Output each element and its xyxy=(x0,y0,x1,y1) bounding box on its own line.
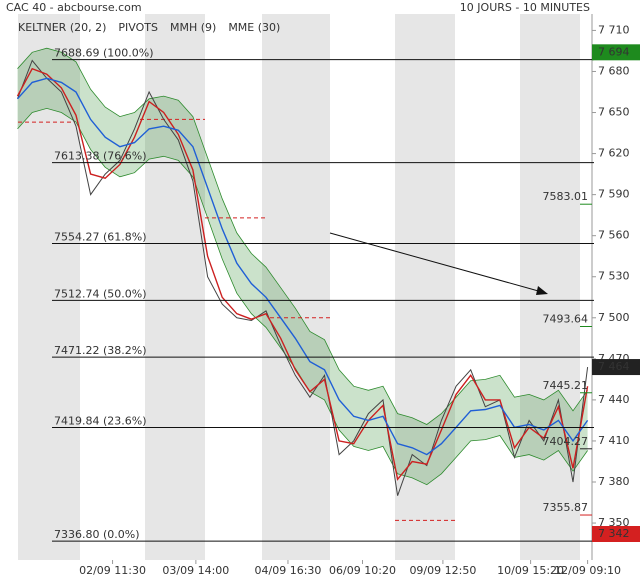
y-tick-label: 7 440 xyxy=(598,393,630,406)
x-tick-label: 12/09 09:10 xyxy=(554,564,621,577)
price-tag-label: 7 342 xyxy=(598,527,630,540)
series-line xyxy=(16,67,589,481)
y-tick-label: 7 350 xyxy=(598,516,630,529)
trend-arrow xyxy=(329,232,543,293)
annotation-label: 7583.01 xyxy=(543,190,589,203)
price-tag xyxy=(592,359,640,376)
day-shading xyxy=(18,14,580,560)
chart-subtitle: 10 JOURS - 10 MINUTES xyxy=(460,1,590,14)
y-tick-label: 7 530 xyxy=(598,270,630,283)
y-tick-label: 7 500 xyxy=(598,311,630,324)
keltner-upper xyxy=(17,47,588,425)
annotation-label: 7404.27 xyxy=(543,435,589,448)
x-tick-label: 06/09 10:20 xyxy=(329,564,396,577)
legend-item: PIVOTS xyxy=(118,21,158,34)
fib-label: 7688.69 (100.0%) xyxy=(54,47,154,60)
fib-label: 7554.27 (61.8%) xyxy=(54,231,147,244)
fib-label: 7613.38 (76.6%) xyxy=(54,150,147,163)
day-band xyxy=(262,14,330,560)
y-tick-label: 7 560 xyxy=(598,229,630,242)
fib-label: 7336.80 (0.0%) xyxy=(54,528,140,541)
arrow-head xyxy=(536,286,548,295)
y-tick-label: 7 410 xyxy=(598,434,630,447)
fib-label: 7471.22 (38.2%) xyxy=(54,344,147,357)
x-tick-label: 03/09 14:00 xyxy=(162,564,229,577)
day-band xyxy=(395,14,455,560)
annotation-label: 7493.64 xyxy=(543,312,589,325)
price-tag xyxy=(592,526,640,542)
day-band xyxy=(145,14,205,560)
day-band xyxy=(18,14,80,560)
series-line xyxy=(16,77,589,456)
legend-item: KELTNER (20, 2) xyxy=(18,21,106,34)
y-tick-label: 7 620 xyxy=(598,147,630,160)
chart-title: CAC 40 - abcbourse.com xyxy=(6,1,142,14)
x-tick-label: 10/09 15:20 xyxy=(497,564,564,577)
y-tick-label: 7 380 xyxy=(598,475,630,488)
price-tag-label: 7 694 xyxy=(598,45,630,58)
x-tick-label: 02/09 11:30 xyxy=(79,564,146,577)
y-tick-label: 7 710 xyxy=(598,23,630,36)
x-tick-label: 09/09 12:50 xyxy=(409,564,476,577)
fib-label: 7419.84 (23.6%) xyxy=(54,414,147,427)
y-tick-label: 7 680 xyxy=(598,64,630,77)
y-tick-label: 7 590 xyxy=(598,188,630,201)
price-tag xyxy=(592,44,640,61)
annotation-label: 7355.87 xyxy=(543,501,589,514)
annotation-label: 7445.21 xyxy=(543,379,589,392)
legend: KELTNER (20, 2) PIVOTS MMH (9) MME (30) xyxy=(18,21,280,34)
legend-item: MME (30) xyxy=(228,21,280,34)
fib-label: 7512.74 (50.0%) xyxy=(54,287,147,300)
price-tag-label: 7 464 xyxy=(598,360,630,373)
x-tick-label: 04/09 16:30 xyxy=(255,564,322,577)
legend-item: MMH (9) xyxy=(170,21,216,34)
day-band xyxy=(520,14,580,560)
y-tick-label: 7 650 xyxy=(598,106,630,119)
price-line xyxy=(17,59,589,496)
